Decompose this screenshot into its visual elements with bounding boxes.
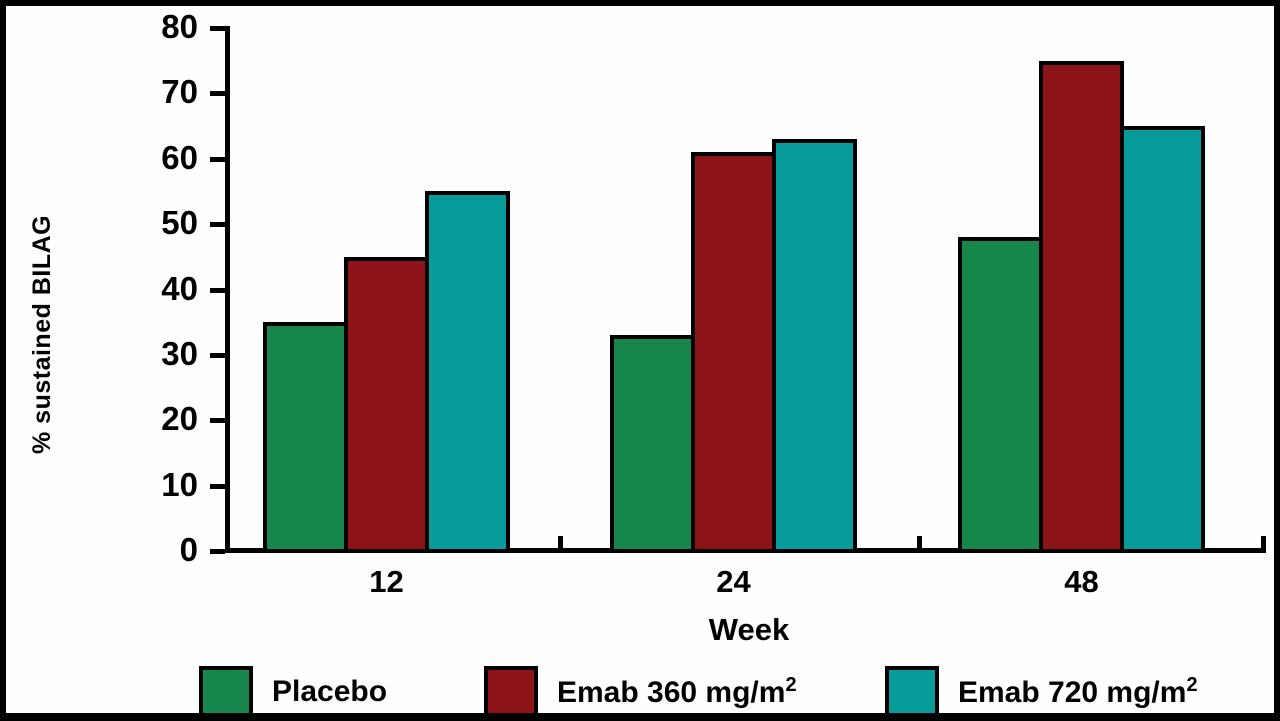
legend-label-text: Placebo [272, 675, 388, 708]
bar-placebo-week-12 [263, 322, 348, 553]
legend-label-superscript: 2 [1186, 674, 1198, 696]
y-axis-tick [210, 91, 225, 97]
y-axis-tick [210, 26, 225, 31]
y-axis-tick [210, 287, 225, 293]
x-axis-tick [1261, 536, 1266, 553]
y-tick-label: 10 [161, 465, 198, 503]
bar-emab-720-mg-m2-week-24 [772, 139, 857, 553]
legend-label-emab-360: Emab 360 mg/m2 [557, 674, 797, 710]
legend-item-emab-360: Emab 360 mg/m2 [484, 664, 797, 713]
y-tick-label: 50 [161, 204, 198, 242]
bar-placebo-week-48 [958, 237, 1043, 553]
x-tick-label: 24 [716, 564, 751, 599]
chart-canvas: % sustained BILAG 0 10 20 30 40 50 60 70 80 12 24 4… [6, 6, 1274, 713]
y-tick-label: 0 [179, 531, 198, 568]
x-axis-title: Week [708, 612, 790, 647]
y-axis-tick [210, 156, 225, 162]
y-tick-label: 30 [161, 334, 198, 372]
legend-swatch-emab-360 [484, 666, 538, 713]
legend-item-placebo: Placebo [199, 664, 387, 713]
legend-label-superscript: 2 [785, 674, 797, 696]
bar-emab-720-mg-m2-week-12 [425, 191, 510, 553]
legend-item-emab-720: Emab 720 mg/m2 [885, 664, 1198, 713]
bar-placebo-week-24 [610, 335, 695, 553]
y-axis-tick [210, 418, 225, 424]
bar-emab-360-mg-m2-week-12 [344, 256, 429, 553]
legend-label-emab-720: Emab 720 mg/m2 [958, 674, 1198, 710]
legend-swatch-placebo [199, 666, 253, 713]
y-axis-tick [210, 222, 225, 228]
y-tick-label: 60 [161, 138, 198, 176]
y-axis-tick [210, 549, 225, 554]
y-tick-label: 40 [161, 269, 198, 307]
x-axis-tick [917, 536, 922, 553]
x-tick-label: 48 [1064, 564, 1099, 599]
legend-swatch-emab-720 [885, 666, 939, 713]
y-axis-tick [210, 483, 225, 489]
y-axis-tick [210, 352, 225, 358]
legend-label-text: Emab 360 mg/m [557, 676, 786, 709]
y-axis-line [225, 26, 230, 553]
x-axis-tick [558, 536, 563, 553]
y-tick-label: 80 [161, 8, 198, 45]
y-tick-label: 70 [161, 73, 198, 111]
legend-label-text: Emab 720 mg/m [958, 676, 1187, 709]
x-tick-label: 12 [369, 564, 404, 599]
bar-emab-720-mg-m2-week-48 [1120, 126, 1205, 553]
legend-label-placebo: Placebo [272, 675, 387, 709]
bar-emab-360-mg-m2-week-48 [1039, 60, 1124, 553]
bar-emab-360-mg-m2-week-24 [691, 152, 776, 553]
y-tick-label: 20 [161, 400, 198, 438]
y-axis-title: % sustained BILAG [28, 214, 56, 454]
